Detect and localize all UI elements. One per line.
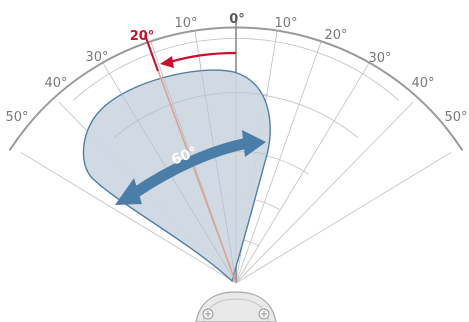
beam-width-arrow-head-left <box>115 178 142 205</box>
scale-label-right-30: 30° <box>368 51 391 66</box>
radial-line-r20 <box>235 40 323 284</box>
tilt-angle-label: 20° <box>130 29 155 44</box>
tilt-marker-line <box>144 34 159 72</box>
scale-label-right-20: 20° <box>324 28 347 43</box>
device-body <box>195 291 277 322</box>
scale-label-center: 0° <box>229 12 245 27</box>
scale-label-left-10: 10° <box>174 16 197 31</box>
beam-grid-radial-l30 <box>117 87 237 284</box>
tilt-arrow-head <box>160 56 174 68</box>
radial-line-r30 <box>235 62 370 284</box>
beam-grid-radial-l10 <box>198 56 237 284</box>
scale-label-right-40: 40° <box>411 76 434 91</box>
scale-label-left-50: 50° <box>5 110 28 125</box>
scale-label-left-40: 40° <box>44 76 67 91</box>
beam-lobe <box>82 69 271 283</box>
screw-cross-right <box>261 311 267 317</box>
scale-label-right-50: 50° <box>444 110 467 125</box>
beam-width-arrow-head-right <box>242 130 266 157</box>
screw-cross-left <box>205 311 211 317</box>
scale-label-right-10: 10° <box>274 16 297 31</box>
scale-label-left-30: 30° <box>85 50 108 65</box>
radial-line-r50 <box>235 152 452 284</box>
radial-line-r40 <box>235 101 414 284</box>
beam-grid-arc-4 <box>113 92 269 138</box>
tilt-arrow-arc <box>169 51 237 64</box>
beam-width-arrow-arc <box>131 137 250 198</box>
radial-line-l50 <box>20 152 237 284</box>
device-housing <box>195 291 277 322</box>
